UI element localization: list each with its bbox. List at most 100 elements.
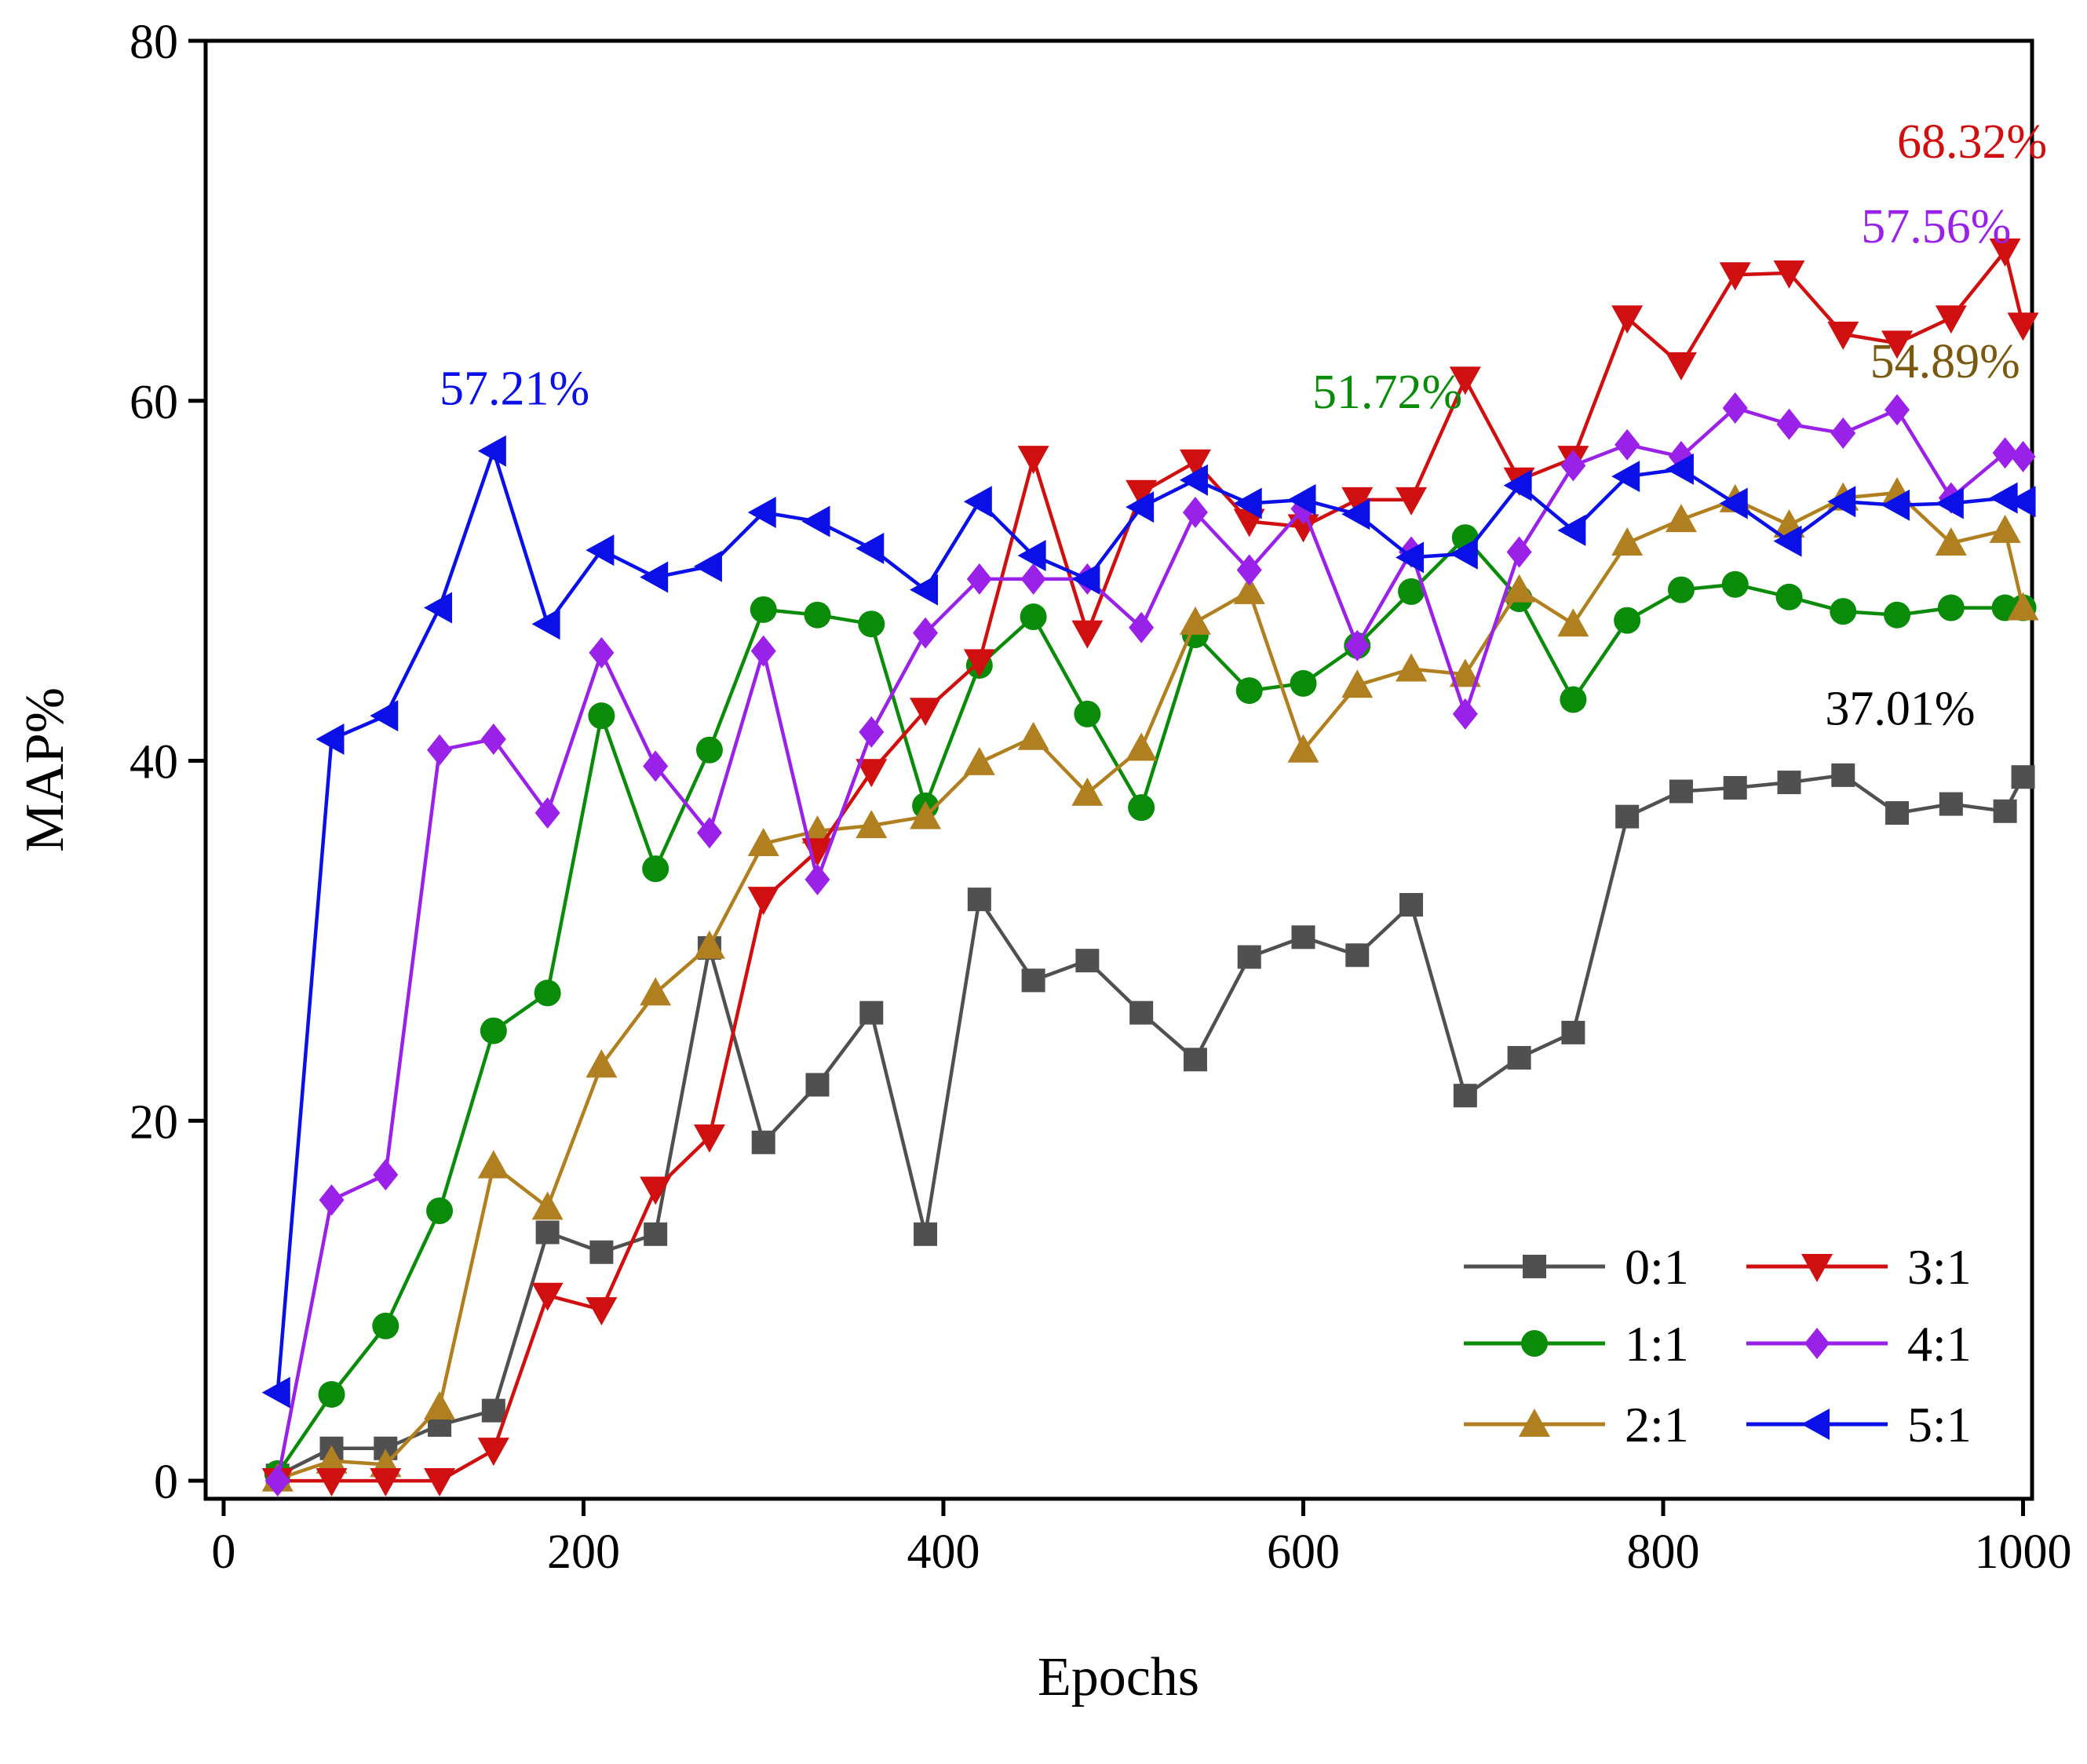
series-line-3-1 [277,246,2025,1483]
data-point-4-1 [2010,440,2036,472]
data-point-0-1 [1021,968,1045,993]
data-point-4-1 [1345,629,1370,662]
data-point-3-1 [424,1468,456,1497]
series-line-5-1 [275,445,2023,1393]
data-point-3-1 [1126,479,1158,508]
data-point-4-1 [1452,698,1478,730]
data-point-0-1 [805,1073,830,1097]
data-point-2-1 [1935,527,1967,556]
data-point-3-1 [1827,321,1859,350]
data-point-5-1 [1719,487,1748,519]
data-point-0-1 [1399,893,1424,917]
legend-item-1-1: 1:1 [1464,1316,1689,1372]
data-point-5-1 [1449,538,1478,570]
annotation-label: 37.01% [1825,683,1975,736]
data-point-2-1 [1233,575,1265,604]
data-point-3-1 [316,1468,348,1497]
series-line-1-1 [275,534,2023,1475]
series-line-4-1 [275,406,2023,1482]
data-point-5-1 [531,608,560,640]
data-point-4-1 [1615,428,1640,461]
data-point-3-1 [963,649,995,678]
data-point-1-1 [1721,570,1749,598]
legend-item-0-1: 0:1 [1464,1239,1689,1295]
data-point-0-1 [1669,779,1693,804]
legend-marker [1519,1409,1550,1437]
series-2-1 [261,476,2039,1492]
data-point-2-1 [640,977,672,1006]
data-point-1-1 [1020,603,1047,631]
data-point-5-1 [1827,486,1856,518]
data-point-5-1 [1179,464,1208,496]
data-point-0-1 [1075,949,1100,973]
y-tick-label: 20 [130,1095,178,1149]
legend-label: 0:1 [1625,1239,1689,1295]
data-point-0-1 [967,887,991,912]
x-tick-label: 1000 [1975,1525,2072,1579]
data-point-5-1 [1503,469,1532,501]
x-tick-label: 200 [547,1525,620,1579]
series-4-1 [265,392,2036,1497]
data-point-4-1 [1020,563,1046,595]
series-line-0-1 [276,773,2025,1478]
data-point-1-1 [1775,583,1803,610]
data-point-5-1 [1881,489,1910,521]
data-point-2-1 [586,1049,618,1078]
data-point-4-1 [643,750,669,782]
data-point-3-1 [1179,449,1211,478]
x-tick-label: 600 [1267,1525,1340,1579]
annotation-label: 57.21% [440,362,589,415]
data-point-1-1 [588,702,615,730]
data-point-4-1 [1722,392,1748,424]
legend-item-4-1: 4:1 [1746,1316,1972,1372]
legend-marker [1801,1254,1833,1282]
data-point-2-1 [693,930,725,959]
data-point-4-1 [319,1184,345,1216]
legend-label: 1:1 [1625,1316,1689,1372]
data-point-0-1 [1561,1020,1585,1044]
x-tick-label: 800 [1627,1525,1700,1579]
data-point-3-1 [856,759,888,788]
data-point-2-1 [1503,574,1535,603]
y-tick-label: 40 [130,736,178,789]
data-point-3-1 [1719,262,1751,291]
data-point-0-1 [535,1220,560,1245]
data-point-3-1 [1935,305,1967,334]
data-point-4-1 [373,1159,399,1191]
data-point-5-1 [1071,563,1100,595]
data-point-1-1 [642,855,670,883]
data-point-4-1 [1129,611,1155,643]
data-point-4-1 [427,734,453,766]
data-point-0-1 [1345,943,1370,968]
data-point-0-1 [1615,804,1640,829]
data-point-5-1 [747,496,776,528]
data-point-1-1 [318,1380,345,1408]
data-point-2-1 [1017,721,1049,750]
data-point-5-1 [1341,498,1370,530]
data-point-4-1 [1506,536,1532,568]
data-point-0-1 [1777,771,1801,795]
data-point-5-1 [1557,514,1586,546]
data-point-2-1 [2007,592,2039,621]
data-point-2-1 [1071,777,1104,806]
data-point-1-1 [372,1312,400,1339]
data-point-5-1 [477,435,506,467]
data-point-5-1 [1935,487,1964,519]
series-line-2-1 [276,490,2025,1481]
data-point-3-1 [1341,487,1374,516]
data-point-0-1 [2011,765,2035,789]
legend-item-2-1: 2:1 [1464,1397,1689,1452]
data-point-0-1 [914,1222,938,1246]
x-axis: 0 200 400 600 800 1000 [211,1499,2072,1579]
data-point-5-1 [1233,487,1262,519]
data-point-1-1 [1235,677,1263,705]
data-point-3-1 [1449,366,1481,395]
data-point-3-1 [586,1297,618,1326]
legend-item-5-1: 5:1 [1746,1397,1972,1452]
data-point-1-1 [804,601,831,629]
legend: 0:1 1:1 2:1 3:1 4:1 5:1 [1464,1239,1972,1452]
data-point-0-1 [1993,799,2017,823]
data-point-1-1 [858,610,885,638]
data-point-2-1 [1287,734,1319,763]
data-point-4-1 [913,617,939,649]
